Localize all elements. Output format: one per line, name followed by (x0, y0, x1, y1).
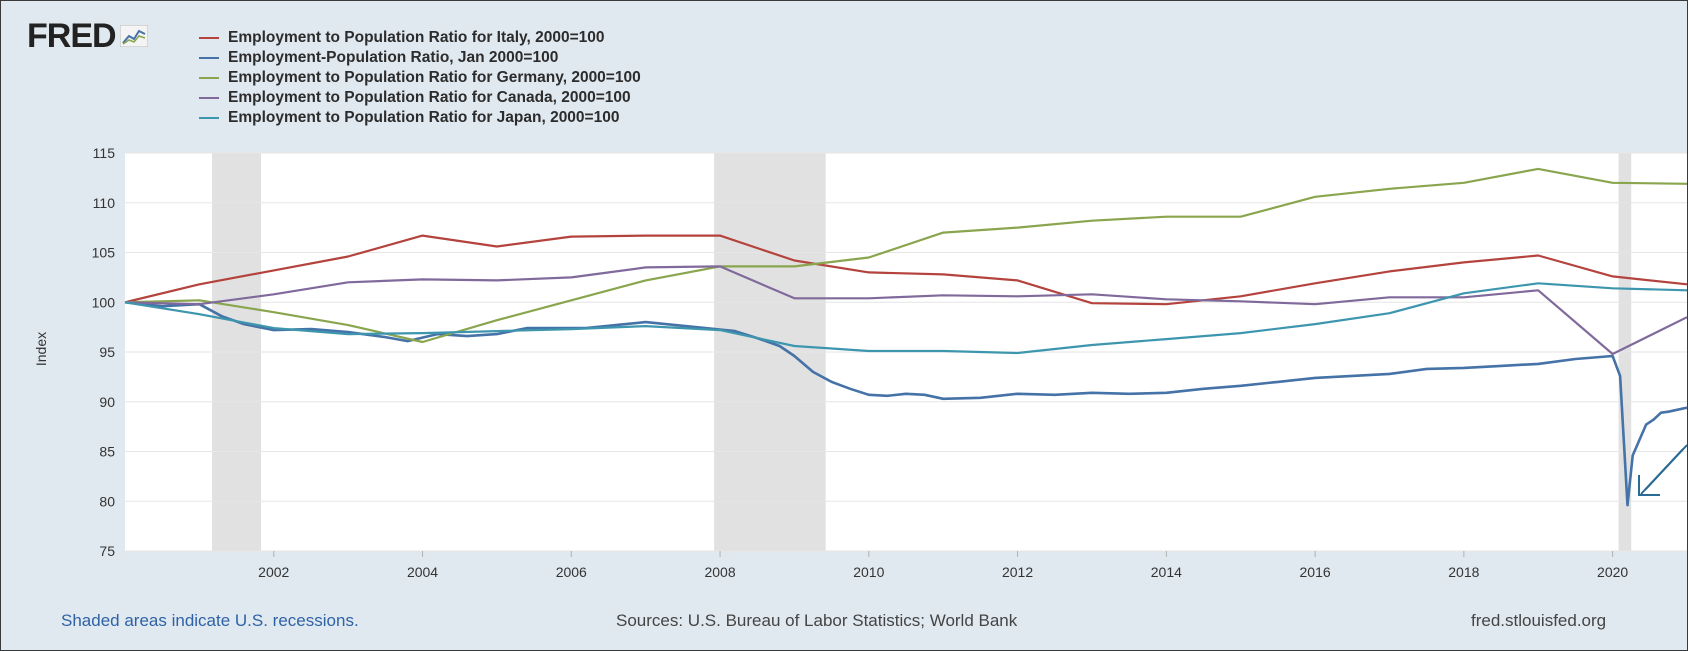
y-tick-label: 90 (99, 394, 115, 410)
legend-item-3[interactable]: Employment to Population Ratio for Germa… (199, 68, 641, 88)
y-tick-label: 105 (92, 245, 116, 261)
x-tick-label: 2018 (1448, 564, 1479, 580)
fred-url[interactable]: fred.stlouisfed.org (1471, 611, 1607, 630)
legend-label: Employment to Population Ratio for Germa… (228, 69, 641, 86)
y-tick-label: 95 (99, 344, 115, 360)
series-line-2[interactable] (124, 301, 1687, 507)
x-tick-label: 2004 (407, 564, 438, 580)
legend-item-5[interactable]: Employment to Population Ratio for Japan… (199, 108, 641, 128)
legend-label: Employment to Population Ratio for Canad… (228, 89, 631, 106)
y-tick-label: 85 (99, 444, 115, 460)
y-tick-label: 110 (93, 195, 116, 211)
legend-item-4[interactable]: Employment to Population Ratio for Canad… (199, 88, 641, 108)
legend-swatch (199, 117, 219, 119)
y-tick-label: 80 (99, 493, 115, 509)
series-line-5[interactable] (124, 282, 1687, 355)
x-tick-label: 2006 (556, 564, 587, 580)
x-tick-label: 2008 (704, 564, 735, 580)
legend-label: Employment to Population Ratio for Italy… (228, 29, 605, 46)
series-line-4[interactable] (124, 265, 1687, 356)
x-tick-label: 2016 (1300, 564, 1331, 580)
series-line-1[interactable] (124, 234, 1687, 306)
line-graph-icon (119, 25, 148, 47)
fred-logo-text: FRED (27, 17, 117, 55)
recession-note: Shaded areas indicate U.S. recessions. (61, 611, 359, 630)
x-tick-label: 2014 (1151, 564, 1182, 580)
y-tick-label: 100 (92, 294, 116, 310)
x-tick-label: 2020 (1597, 564, 1628, 580)
x-tick-label: 2012 (1002, 564, 1033, 580)
legend-item-2[interactable]: Employment-Population Ratio, Jan 2000=10… (199, 48, 641, 68)
annotation-arrow (1638, 444, 1687, 496)
legend-label: Employment to Population Ratio for Japan… (228, 109, 620, 126)
legend-swatch (199, 77, 219, 79)
legend-label: Employment-Population Ratio, Jan 2000=10… (228, 49, 559, 66)
y-axis-label: Index (33, 332, 49, 366)
y-tick-label: 115 (93, 145, 116, 161)
x-tick-label: 2002 (258, 564, 289, 580)
chart-legend: Employment to Population Ratio for Italy… (199, 28, 641, 128)
y-tick-label: 75 (99, 543, 115, 559)
legend-item-1[interactable]: Employment to Population Ratio for Italy… (199, 28, 641, 48)
x-tick-label: 2010 (853, 564, 884, 580)
fred-logo[interactable]: FRED (27, 19, 148, 53)
legend-swatch (199, 37, 219, 39)
legend-swatch (199, 57, 219, 59)
legend-swatch (199, 97, 219, 99)
sources-note: Sources: U.S. Bureau of Labor Statistics… (616, 611, 1018, 630)
